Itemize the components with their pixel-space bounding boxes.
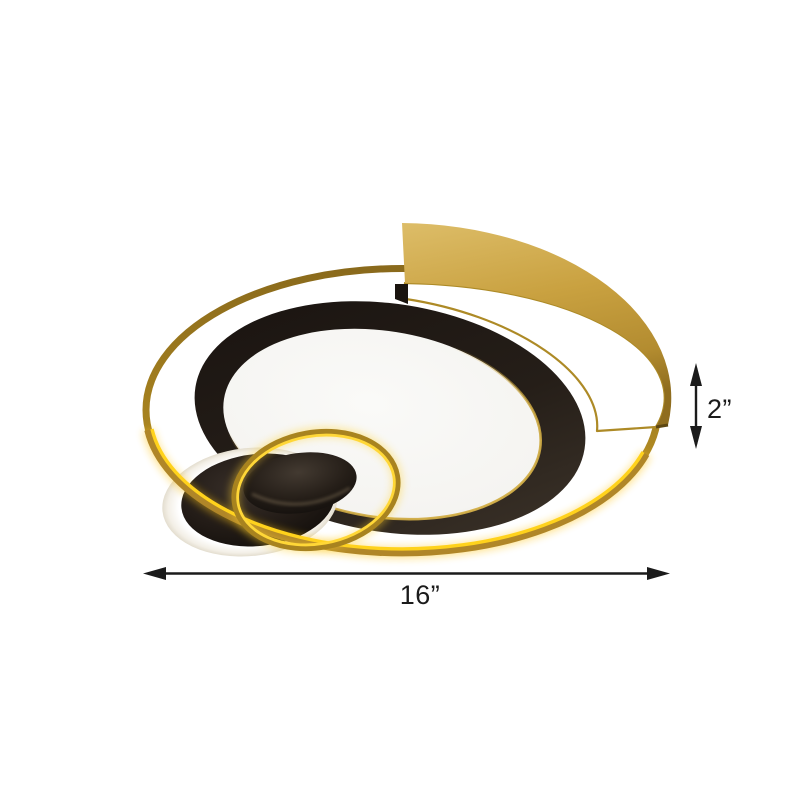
outer-ring-lit-base	[144, 429, 650, 557]
width-dimension-label: 16”	[399, 580, 441, 610]
outer-ring-lit-bright	[150, 428, 645, 551]
band-connector	[395, 284, 408, 304]
height-dimension-arrow	[690, 363, 702, 449]
medium-gold-ring	[231, 428, 401, 552]
gold-arc-band-end-shadow	[655, 423, 669, 429]
gold-arc-band	[402, 223, 672, 427]
medium-gold-ring-bright	[236, 433, 396, 547]
gold-framed-white-arc	[403, 281, 666, 433]
width-dimension-arrow	[143, 567, 670, 580]
height-dimension-label: 2”	[707, 394, 733, 424]
dome-sheen	[251, 486, 351, 506]
